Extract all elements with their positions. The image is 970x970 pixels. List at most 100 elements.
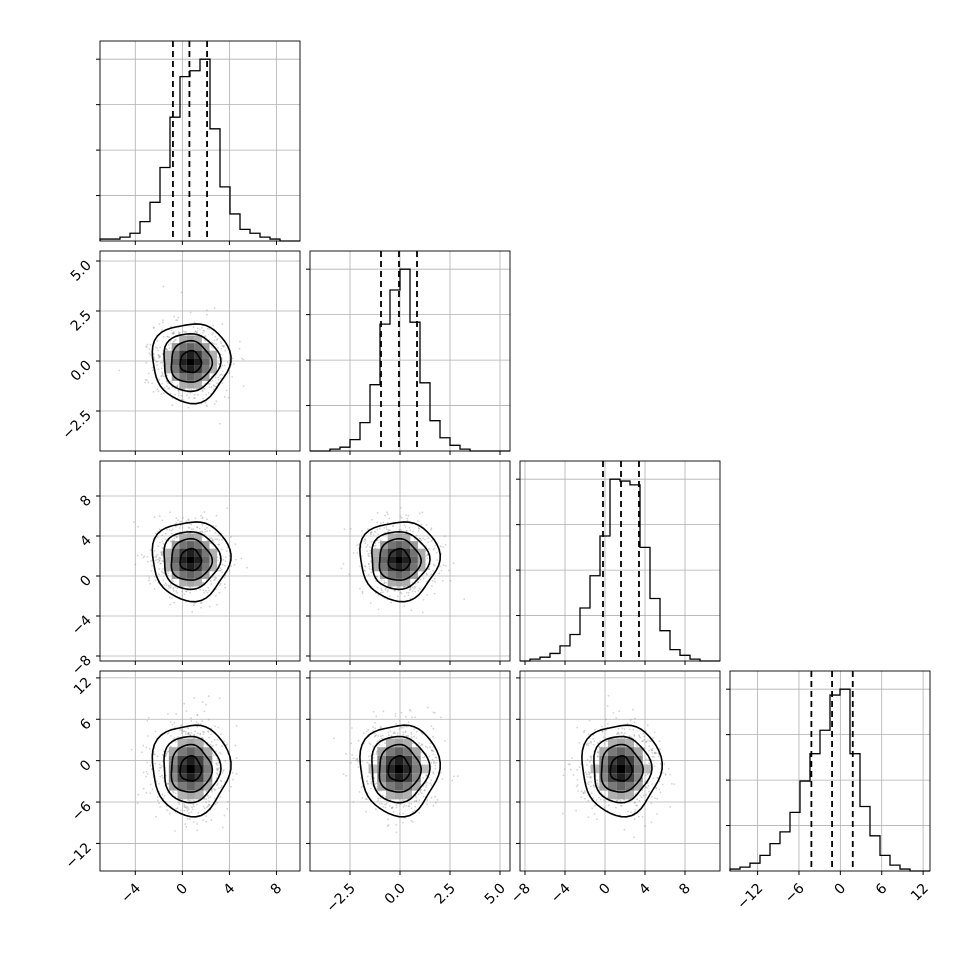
sample-point	[181, 527, 184, 529]
tick-label: −2.5	[59, 408, 94, 443]
sample-point	[361, 590, 364, 593]
sample-point	[213, 343, 216, 345]
sample-point	[584, 791, 587, 794]
sample-point	[231, 376, 234, 378]
sample-point	[207, 586, 210, 589]
sample-point	[383, 579, 386, 582]
sample-point	[620, 732, 623, 734]
sample-point	[636, 798, 639, 801]
sample-point	[202, 730, 204, 733]
sample-point	[414, 806, 417, 808]
sample-point	[596, 742, 599, 744]
sample-point	[208, 589, 211, 592]
sample-point	[147, 381, 150, 384]
density-cell	[625, 790, 635, 800]
density-cell	[410, 541, 418, 549]
sample-point	[192, 326, 195, 328]
sample-point	[636, 745, 639, 748]
sample-point	[434, 711, 436, 714]
sample-point	[430, 749, 433, 751]
sample-point	[199, 602, 202, 604]
sample-point	[397, 732, 399, 734]
sample-point	[221, 571, 224, 573]
sample-point	[342, 562, 345, 565]
sample-point	[377, 533, 379, 535]
sample-point	[158, 769, 161, 772]
density-cell	[616, 738, 626, 748]
sample-point	[213, 579, 215, 581]
sample-point	[215, 577, 218, 579]
sample-point	[425, 555, 427, 557]
density-cell	[186, 373, 195, 381]
sample-point	[364, 538, 366, 540]
sample-point	[361, 785, 364, 788]
density-cell	[186, 738, 195, 748]
sample-point	[363, 565, 366, 568]
sample-point	[157, 561, 159, 564]
sample-point	[410, 802, 413, 805]
density-cell	[186, 790, 195, 800]
sample-point	[183, 809, 186, 812]
sample-point	[161, 547, 164, 549]
sample-point	[210, 386, 213, 389]
sample-point	[402, 733, 405, 736]
sample-point	[161, 373, 164, 375]
sample-point	[155, 555, 158, 558]
tick-label: 0	[596, 881, 614, 899]
sample-point	[364, 565, 367, 568]
sample-point	[587, 816, 590, 818]
sample-point	[166, 809, 169, 812]
density-cell	[186, 747, 195, 756]
sample-point	[154, 556, 156, 559]
sample-point	[154, 730, 157, 733]
sample-point	[645, 793, 647, 796]
sample-point	[167, 584, 170, 587]
sample-point	[420, 789, 423, 791]
sample-point	[148, 747, 151, 750]
sample-point	[597, 786, 599, 789]
sample-point	[215, 743, 218, 746]
sample-point	[187, 519, 190, 522]
sample-point	[221, 374, 224, 376]
sample-point	[210, 819, 213, 822]
sample-point	[158, 568, 161, 570]
sample-point	[194, 730, 197, 733]
sample-point	[596, 751, 599, 754]
density-cell	[372, 548, 381, 557]
sample-point	[432, 563, 435, 566]
density-cell	[186, 358, 195, 366]
sample-point	[409, 597, 411, 600]
density-cell	[395, 541, 403, 549]
sample-point	[185, 825, 188, 828]
sample-point	[213, 789, 216, 792]
sample-point	[597, 784, 599, 787]
tick-label: 5.0	[482, 881, 509, 908]
sample-point	[605, 718, 607, 721]
sample-point	[592, 784, 595, 787]
sample-point	[241, 357, 243, 360]
sample-point	[384, 803, 386, 806]
sample-point	[409, 587, 412, 590]
sample-point	[398, 720, 401, 722]
sample-point	[210, 580, 212, 582]
sample-point	[160, 562, 163, 565]
density-cell	[599, 747, 608, 756]
density-cell	[194, 533, 202, 542]
density-cell	[377, 764, 386, 774]
density-cell	[164, 563, 172, 572]
sample-point	[417, 581, 420, 583]
sample-point	[382, 591, 384, 593]
sample-point	[226, 507, 229, 509]
sample-point	[432, 750, 435, 753]
sample-point	[148, 348, 151, 351]
density-cell	[395, 533, 403, 542]
sample-point	[411, 742, 414, 744]
sample-point	[196, 714, 199, 717]
sample-point	[615, 806, 617, 809]
sample-point	[224, 564, 226, 567]
sample-point	[645, 740, 648, 743]
density-cell	[385, 781, 395, 791]
sample-point	[413, 800, 416, 802]
sample-point	[589, 740, 592, 743]
sample-point	[395, 824, 398, 826]
